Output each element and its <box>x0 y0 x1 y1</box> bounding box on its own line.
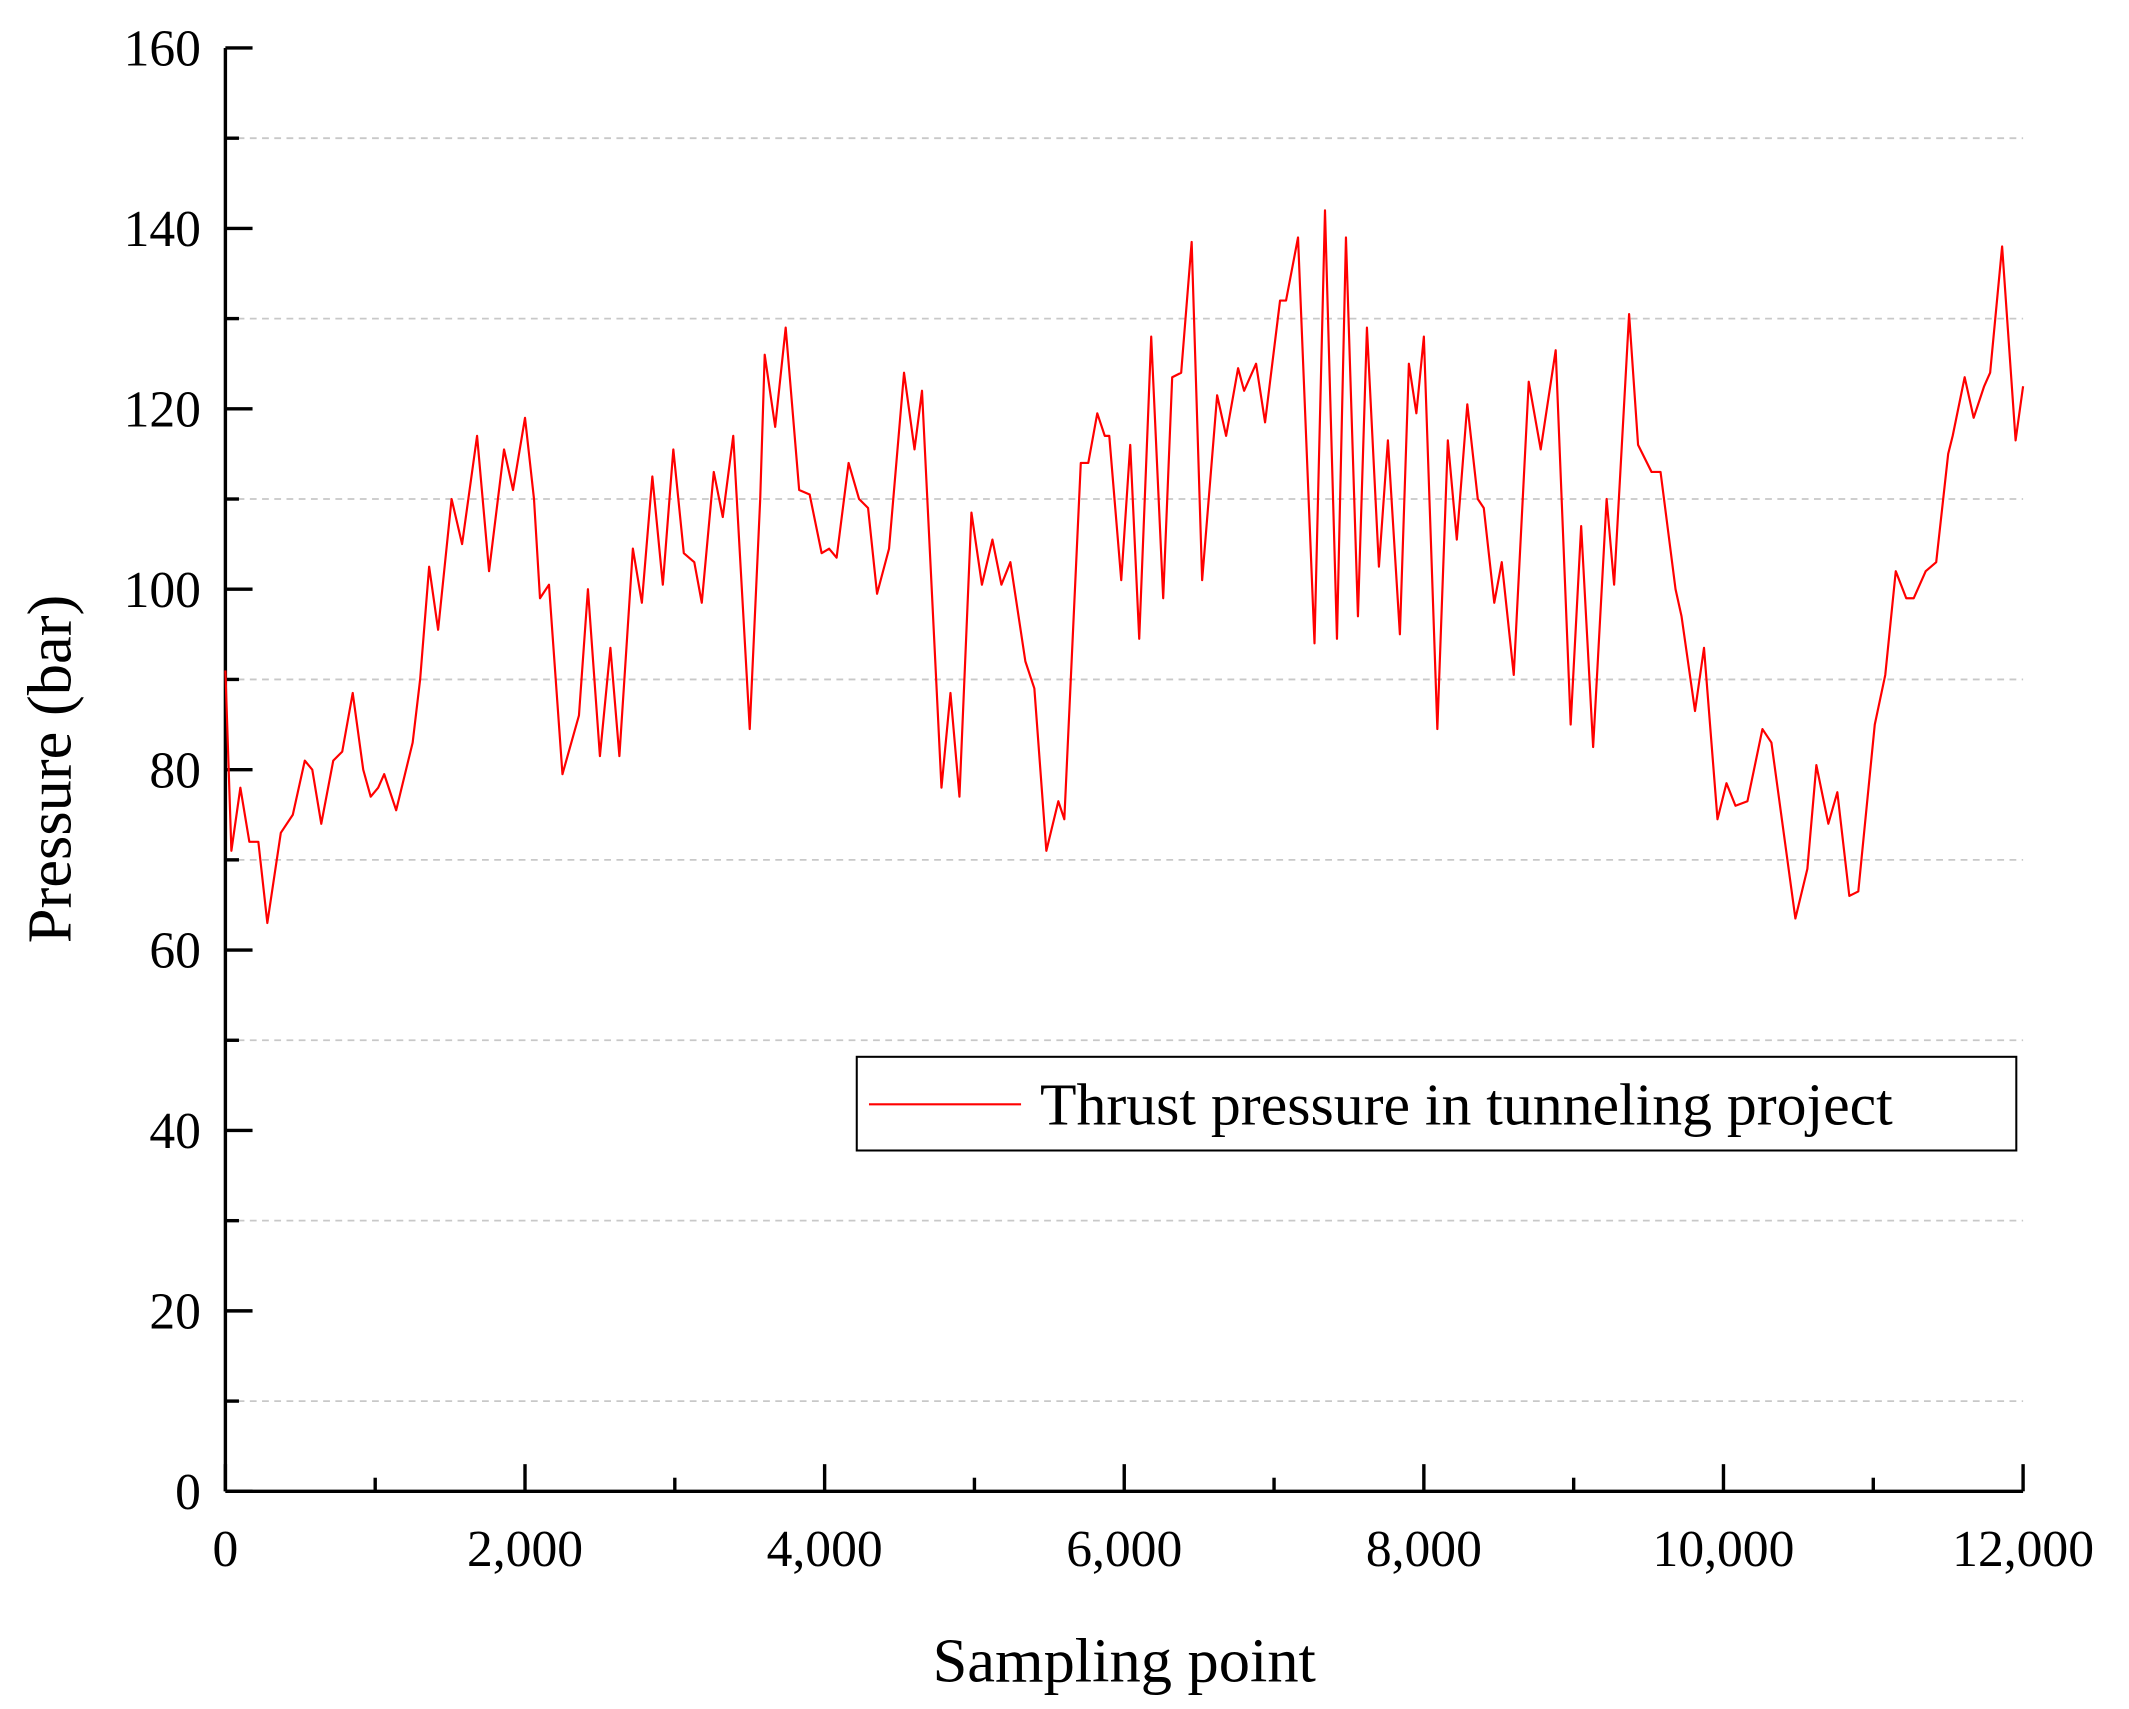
y-tick-label: 40 <box>149 1103 201 1160</box>
y-tick-label: 20 <box>149 1284 201 1341</box>
y-tick-label: 160 <box>124 21 201 78</box>
x-tick-label: 2,000 <box>467 1521 583 1578</box>
y-tick-label: 140 <box>124 201 201 258</box>
y-axis-label: Pressure (bar) <box>15 595 85 943</box>
y-tick-label: 60 <box>149 923 201 980</box>
x-tick-label: 12,000 <box>1952 1521 2094 1578</box>
y-tick-label: 80 <box>149 742 201 799</box>
legend-box <box>855 1055 2018 1152</box>
y-tick-label: 100 <box>124 562 201 619</box>
y-tick-label: 0 <box>175 1464 201 1521</box>
legend-label: Thrust pressure in tunneling project <box>1040 1072 1893 1138</box>
data-line <box>224 209 2025 925</box>
x-axis-label: Sampling point <box>933 1625 1316 1695</box>
x-tick-label: 6,000 <box>1066 1521 1182 1578</box>
x-tick-label: 10,000 <box>1653 1521 1795 1578</box>
x-tick-label: 8,000 <box>1366 1521 1482 1578</box>
x-tick-label: 0 <box>212 1521 238 1578</box>
y-tick-label: 120 <box>124 381 201 438</box>
x-tick-label: 4,000 <box>767 1521 883 1578</box>
